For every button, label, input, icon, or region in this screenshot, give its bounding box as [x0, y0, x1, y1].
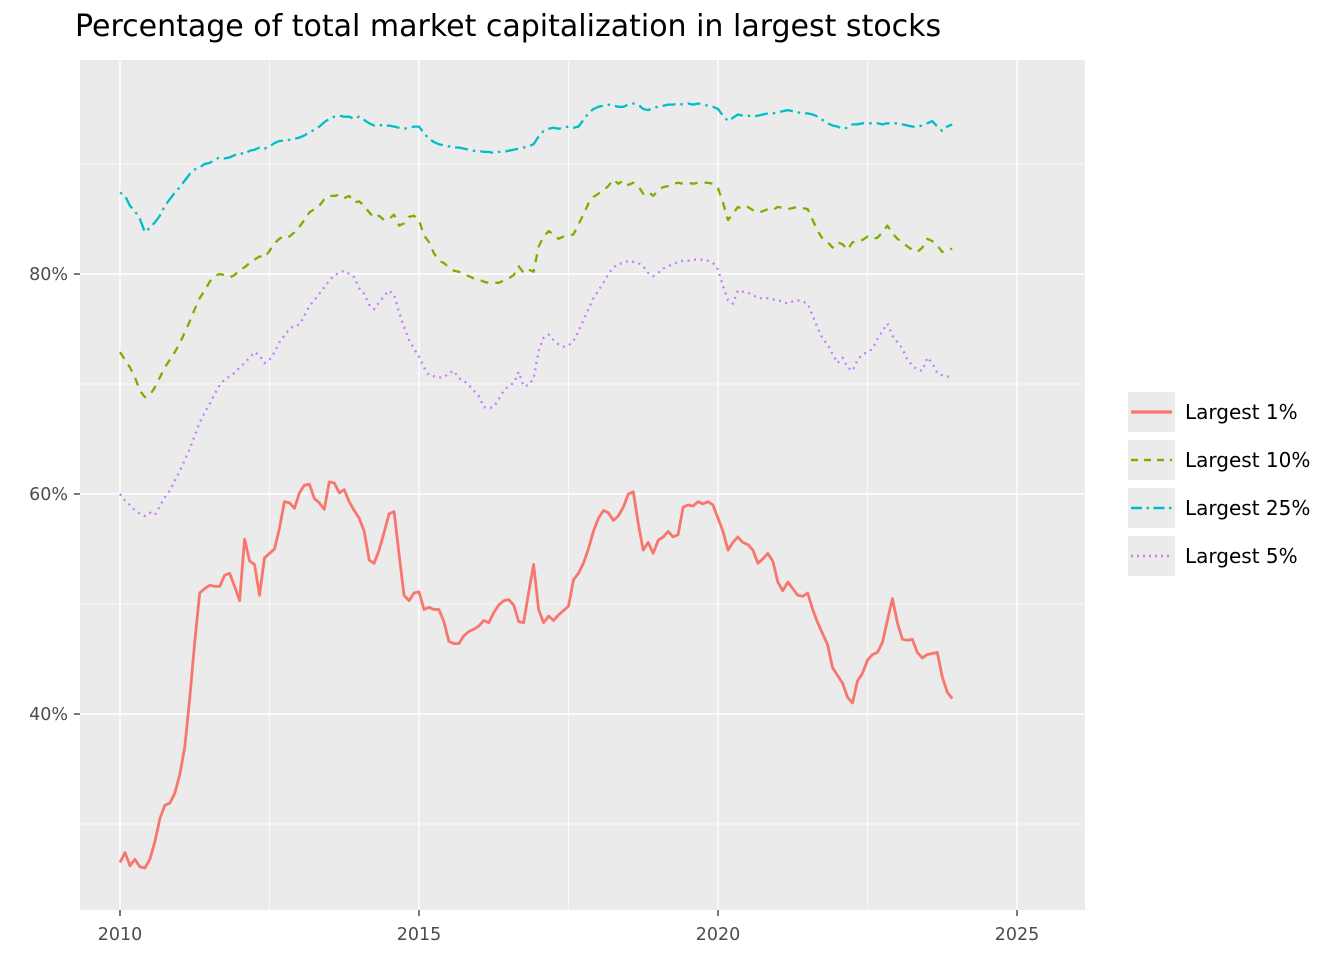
gridlines-major: [80, 60, 1085, 910]
series-line-largest-25-: [119, 102, 953, 234]
legend-key-largest-1pct: [1128, 392, 1175, 432]
plot-panel: [80, 60, 1085, 910]
x-tick-label: 2025: [995, 925, 1040, 945]
y-tick-label: 60%: [29, 485, 68, 505]
legend-item-largest-5pct: Largest 5%: [1128, 536, 1310, 576]
legend: Largest 1% Largest 10% Largest 25% Large…: [1128, 392, 1310, 584]
axis-ticks: [74, 273, 1018, 916]
legend-label-largest-10pct: Largest 10%: [1185, 448, 1311, 472]
legend-key-largest-5pct: [1128, 536, 1175, 576]
series-line-largest-1-: [118, 480, 954, 870]
legend-key-largest-10pct: [1128, 440, 1175, 480]
series-line-largest-5-: [119, 258, 953, 518]
x-tick-label: 2015: [397, 925, 442, 945]
x-tick-label: 2020: [696, 925, 741, 945]
chart-title: Percentage of total market capitalizatio…: [75, 9, 942, 44]
legend-item-largest-10pct: Largest 10%: [1128, 440, 1310, 480]
legend-key-largest-25pct: [1128, 488, 1175, 528]
legend-label-largest-25pct: Largest 25%: [1185, 496, 1311, 520]
x-tick-label: 2010: [98, 925, 143, 945]
legend-label-largest-1pct: Largest 1%: [1185, 400, 1298, 424]
y-tick-label: 40%: [29, 705, 68, 725]
series-line-largest-10-: [119, 178, 953, 399]
y-tick-label: 80%: [29, 265, 68, 285]
legend-label-largest-5pct: Largest 5%: [1185, 544, 1298, 568]
axis-tick-labels: 2010 2015 2020 2025 40% 60% 80%: [29, 265, 1039, 945]
gridlines-minor: [80, 60, 1085, 910]
legend-item-largest-25pct: Largest 25%: [1128, 488, 1310, 528]
legend-item-largest-1pct: Largest 1%: [1128, 392, 1310, 432]
